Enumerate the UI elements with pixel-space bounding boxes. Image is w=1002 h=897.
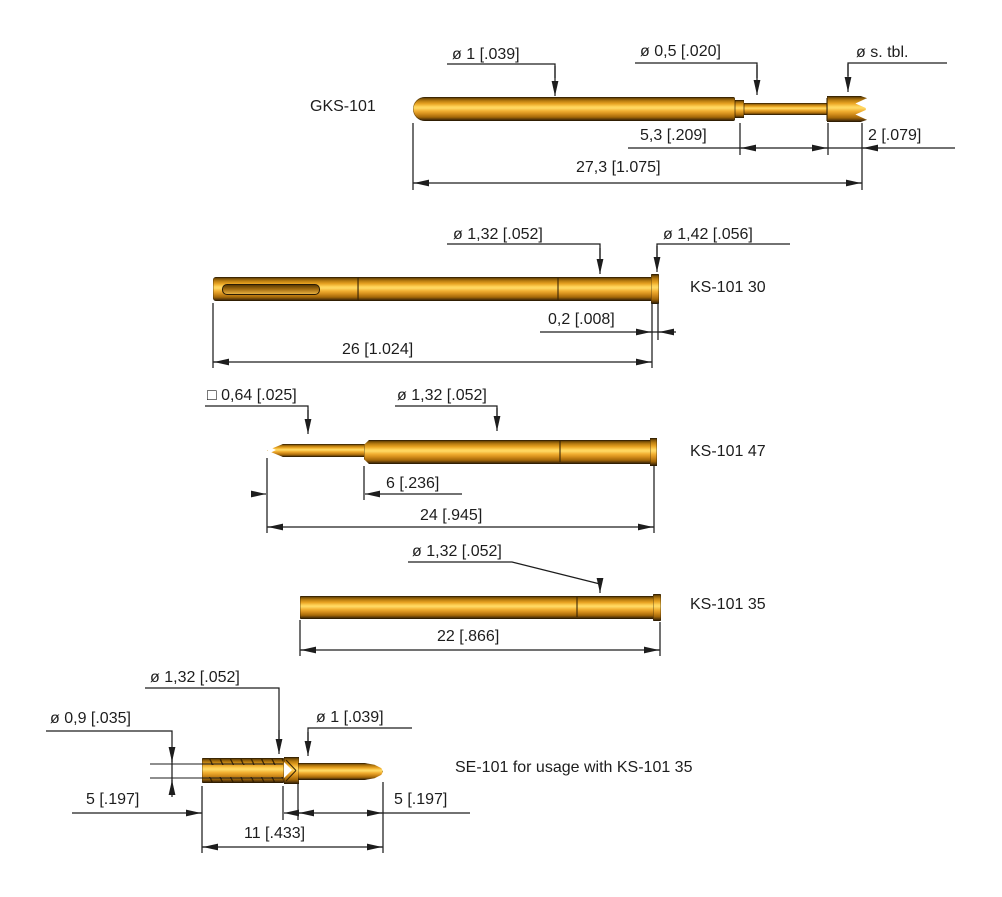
part-name-se101: SE-101 for usage with KS-101 35: [455, 759, 693, 776]
dim-label-total-ks10147: 24 [.945]: [420, 507, 483, 524]
dia-label-body-ks10135: ø 1,32 [.052]: [412, 543, 502, 560]
dim-label-total-ks10130: 26 [1.024]: [342, 341, 414, 358]
dim-label-plunger-ext: 5,3 [.209]: [640, 127, 707, 144]
ks10130-body: [358, 277, 652, 301]
part-name-ks10135: KS-101 35: [690, 596, 766, 613]
gks101-plunger-rod: [744, 103, 828, 115]
se101-crimp-notch: [284, 762, 292, 778]
dim-label-head-len: 2 [.079]: [868, 127, 922, 144]
ks10147-rim: [650, 438, 657, 466]
dim-label-collar-len: 0,2 [.008]: [548, 311, 615, 328]
part-name-gks101: GKS-101: [310, 98, 376, 115]
dia-label-sleeve-se101: ø 1,32 [.052]: [150, 669, 240, 686]
dia-label-barrel: ø 1 [.039]: [452, 46, 520, 63]
ks10147-body: [364, 440, 651, 464]
ks10147-tip-notch: [268, 446, 276, 454]
gks101-collar: [735, 100, 744, 118]
ks10147-needle: [267, 444, 365, 457]
dia-label-pin-se101: ø 1 [.039]: [316, 709, 384, 726]
dia-label-square-tip: □ 0,64 [.025]: [207, 387, 297, 404]
gks101-barrel: [413, 97, 735, 121]
dia-label-body-ks10147: ø 1,32 [.052]: [397, 387, 487, 404]
dia-label-collar-ks10130: ø 1,42 [.056]: [663, 226, 753, 243]
dim-label-total-ks10135: 22 [.866]: [437, 628, 500, 645]
se101-knurl-top: [203, 759, 283, 765]
gks101-crown-head: [827, 96, 867, 122]
dim-label-total-gks101: 27,3 [1.075]: [576, 159, 661, 176]
dia-label-bore-se101: ø 0,9 [.035]: [50, 710, 131, 727]
part-name-ks10130: KS-101 30: [690, 279, 766, 296]
ks10130-slot: [222, 284, 320, 295]
dia-label-body-ks10130: ø 1,32 [.052]: [453, 226, 543, 243]
se101-knurl-bottom: [203, 777, 283, 783]
ks10135-rim: [653, 594, 661, 621]
dim-label-pin-len: 5 [.197]: [394, 791, 448, 808]
dim-label-bore-depth: 5 [.197]: [86, 791, 140, 808]
dim-label-tip-len: 6 [.236]: [386, 475, 440, 492]
dim-label-total-se101: 11 [.433]: [244, 825, 306, 842]
ks10135-body: [300, 596, 654, 619]
se101-pin: [298, 763, 383, 780]
part-name-ks10147: KS-101 47: [690, 443, 766, 460]
dia-label-plunger: ø 0,5 [.020]: [640, 43, 721, 60]
dia-label-tip: ø s. tbl.: [856, 44, 909, 61]
ks10130-collar-cap: [651, 274, 659, 304]
